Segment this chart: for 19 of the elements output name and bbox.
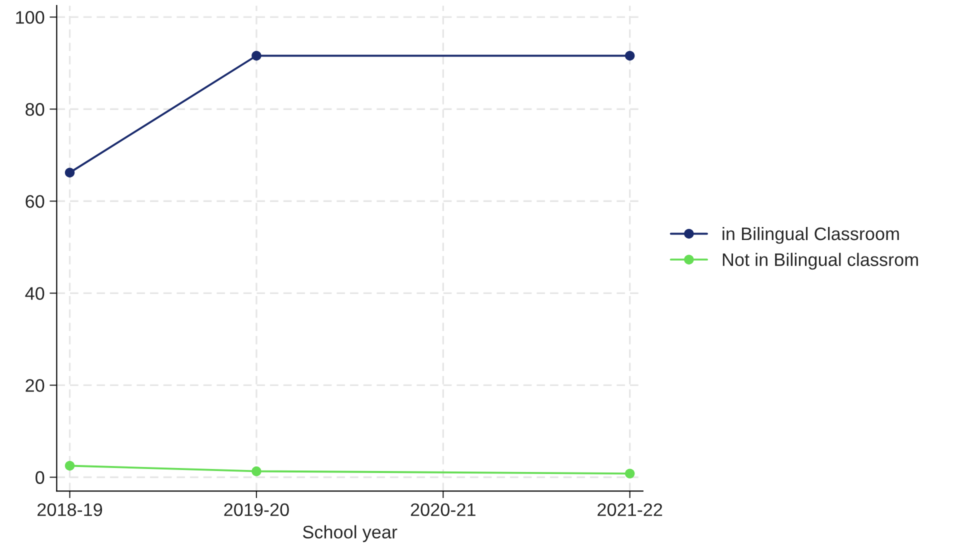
point	[624, 468, 635, 478]
x-tick-label: 2018-19	[38, 503, 102, 516]
x-axis-title: School year	[302, 525, 398, 542]
point	[624, 50, 635, 61]
y-tick-label: 40	[25, 287, 44, 300]
y-tick-label: 60	[26, 195, 44, 208]
y-tick-label: 0	[36, 471, 44, 484]
x-tick-label: 2021-22	[598, 503, 662, 516]
point	[64, 168, 75, 178]
legend-label: Not in Bilingual classrom	[722, 252, 918, 270]
x-tick-label: 2020-21	[410, 503, 476, 516]
y-tick-label: 100	[16, 11, 44, 24]
point	[252, 466, 262, 476]
y-tick-label: 20	[26, 379, 44, 392]
point	[252, 50, 262, 61]
x-tick-label: 2019-20	[224, 503, 289, 516]
point	[64, 460, 75, 471]
legend-label: in Bilingual Classroom	[722, 226, 899, 244]
y-tick-label: 80	[26, 103, 44, 116]
